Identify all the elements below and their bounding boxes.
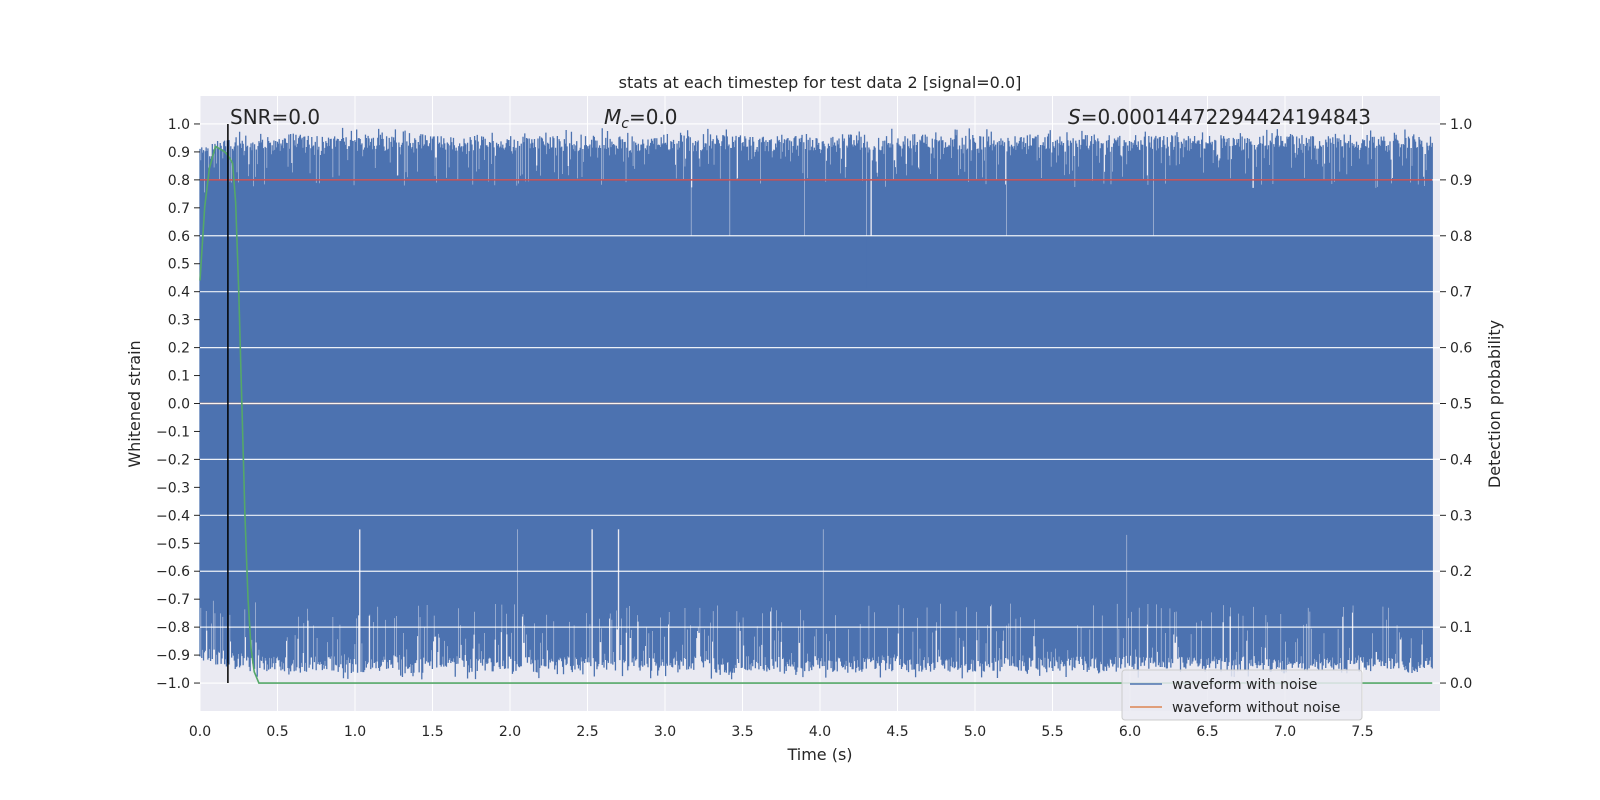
legend-box <box>1121 669 1363 721</box>
y-left-tick-label: −0.1 <box>156 424 190 440</box>
series-layer <box>199 123 1440 684</box>
y-axis-label-left: Whitened strain <box>125 340 144 467</box>
x-tick-label: 7.5 <box>1351 724 1373 740</box>
y-left-tick-label: 0.2 <box>168 341 190 357</box>
y-left-tick-label: −0.8 <box>156 620 190 636</box>
x-tick-label: 1.5 <box>421 724 443 740</box>
x-axis-label: Time (s) <box>786 745 852 764</box>
y-left-tick-label: 0.6 <box>168 229 190 245</box>
legend: waveform with noise waveform without noi… <box>1121 669 1363 721</box>
x-tick-label: 7.0 <box>1274 724 1296 740</box>
y-left-tick-label: −0.6 <box>156 564 190 580</box>
y-right-tick-label: 1.0 <box>1450 117 1472 133</box>
y-right-tick-label: 0.9 <box>1450 173 1472 189</box>
y-axis-label-right: Detection probability <box>1485 320 1504 488</box>
x-tick-label: 4.5 <box>886 724 908 740</box>
detection-probability-line <box>199 145 1433 684</box>
y-left-tick-label: 0.4 <box>168 285 190 301</box>
x-tick-label: 2.5 <box>576 724 598 740</box>
y-right-tick-label: 0.5 <box>1450 397 1472 413</box>
s-value: =0.00014472294424194843 <box>1081 105 1371 129</box>
y-right-tick-label: 0.2 <box>1450 564 1472 580</box>
mc-value: =0.0 <box>629 105 678 129</box>
x-tick-label: 3.5 <box>731 724 753 740</box>
s-annotation: S=0.00014472294424194843 <box>1068 105 1371 129</box>
y-left-tick-label: 0.0 <box>168 397 190 413</box>
s-symbol: S <box>1068 105 1081 129</box>
x-tick-label: 1.0 <box>344 724 366 740</box>
y-right-tick-label: 0.4 <box>1450 452 1472 468</box>
x-tick-label: 6.5 <box>1196 724 1218 740</box>
legend-label-clean: waveform without noise <box>1172 700 1340 716</box>
x-tick-label: 0.5 <box>266 724 288 740</box>
y-right-tick-label: 0.6 <box>1450 341 1472 357</box>
y-right-tick-label: 0.0 <box>1450 676 1472 692</box>
ticks: 0.0 0.5 1.0 1.5 2.0 2.5 3.0 3.5 4.0 4.5 5.0 5.5 6.0 6… <box>156 117 1472 740</box>
mc-annotation: Mc=0.0 <box>604 105 678 132</box>
y-left-tick-label: −0.3 <box>156 480 190 496</box>
x-tick-label: 3.0 <box>654 724 676 740</box>
x-tick-label: 5.0 <box>964 724 986 740</box>
y-left-tick-label: −0.7 <box>156 592 190 608</box>
y-right-tick-label: 0.8 <box>1450 229 1472 245</box>
y-right-tick-label: 0.1 <box>1450 620 1472 636</box>
x-tick-label: 4.0 <box>809 724 831 740</box>
mc-subscript: c <box>621 116 629 132</box>
y-left-tick-label: −1.0 <box>156 676 190 692</box>
y-right-tick-label: 0.3 <box>1450 508 1472 524</box>
y-left-tick-label: −0.2 <box>156 452 190 468</box>
y-left-tick-label: 1.0 <box>168 117 190 133</box>
y-left-tick-label: 0.9 <box>168 145 190 161</box>
snr-annotation: SNR=0.0 <box>230 105 320 129</box>
y-left-tick-label: 0.8 <box>168 173 190 189</box>
y-left-tick-label: −0.5 <box>156 536 190 552</box>
y-left-tick-label: 0.3 <box>168 313 190 329</box>
y-left-tick-label: −0.9 <box>156 648 190 664</box>
y-left-tick-label: 0.5 <box>168 257 190 273</box>
x-tick-label: 0.0 <box>189 724 211 740</box>
y-right-tick-label: 0.7 <box>1450 285 1472 301</box>
y-left-tick-label: −0.4 <box>156 508 190 524</box>
y-left-tick-label: 0.7 <box>168 201 190 217</box>
y-left-tick-label: 0.1 <box>168 369 190 385</box>
x-tick-label: 6.0 <box>1119 724 1141 740</box>
legend-label-noise: waveform with noise <box>1172 677 1317 693</box>
mc-symbol: M <box>604 105 621 129</box>
chart-title: stats at each timestep for test data 2 [… <box>619 73 1022 92</box>
x-tick-label: 2.0 <box>499 724 521 740</box>
x-tick-label: 5.5 <box>1041 724 1063 740</box>
